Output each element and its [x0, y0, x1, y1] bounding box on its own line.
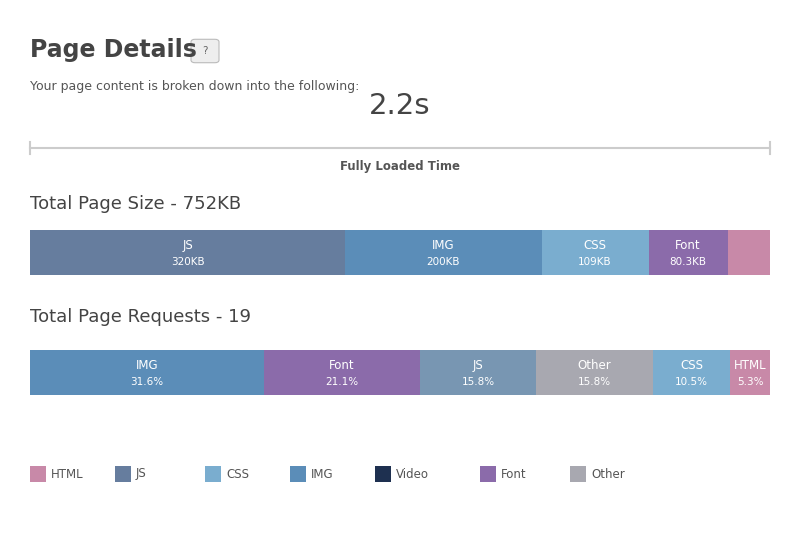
Text: Video: Video [396, 468, 429, 481]
Text: Other: Other [578, 359, 611, 372]
Text: 109KB: 109KB [578, 257, 612, 267]
FancyBboxPatch shape [570, 466, 586, 482]
Text: JS: JS [473, 359, 483, 372]
FancyBboxPatch shape [375, 466, 391, 482]
Text: Total Page Size - 752KB: Total Page Size - 752KB [30, 195, 242, 213]
Text: JS: JS [182, 239, 193, 252]
FancyBboxPatch shape [653, 350, 730, 395]
Text: HTML: HTML [734, 359, 766, 372]
Text: 80.3KB: 80.3KB [670, 257, 706, 267]
FancyBboxPatch shape [345, 230, 542, 275]
Text: 15.8%: 15.8% [462, 377, 494, 387]
Text: 10.5%: 10.5% [675, 377, 708, 387]
FancyBboxPatch shape [649, 230, 728, 275]
Text: Total Page Requests - 19: Total Page Requests - 19 [30, 308, 251, 326]
Text: CSS: CSS [584, 239, 606, 252]
FancyBboxPatch shape [419, 350, 536, 395]
Text: IMG: IMG [136, 359, 158, 372]
Text: Fully Loaded Time: Fully Loaded Time [340, 160, 460, 173]
FancyBboxPatch shape [205, 466, 221, 482]
Text: 2.2s: 2.2s [370, 92, 430, 120]
Text: Font: Font [675, 239, 701, 252]
Text: Page Details: Page Details [30, 38, 197, 62]
FancyBboxPatch shape [730, 350, 770, 395]
FancyBboxPatch shape [480, 466, 496, 482]
FancyBboxPatch shape [542, 230, 649, 275]
FancyBboxPatch shape [115, 466, 131, 482]
Text: IMG: IMG [311, 468, 334, 481]
FancyBboxPatch shape [536, 350, 653, 395]
Text: Other: Other [591, 468, 625, 481]
Text: ?: ? [202, 46, 208, 56]
Text: 21.1%: 21.1% [325, 377, 358, 387]
Text: 31.6%: 31.6% [130, 377, 164, 387]
Text: CSS: CSS [680, 359, 703, 372]
FancyBboxPatch shape [290, 466, 306, 482]
Text: Your page content is broken down into the following:: Your page content is broken down into th… [30, 80, 359, 93]
Text: 5.3%: 5.3% [737, 377, 763, 387]
Text: Font: Font [329, 359, 354, 372]
FancyBboxPatch shape [30, 350, 264, 395]
Text: JS: JS [136, 468, 146, 481]
Text: 15.8%: 15.8% [578, 377, 611, 387]
FancyBboxPatch shape [30, 466, 46, 482]
FancyBboxPatch shape [264, 350, 419, 395]
Text: Font: Font [501, 468, 526, 481]
FancyBboxPatch shape [728, 230, 770, 275]
FancyBboxPatch shape [30, 230, 345, 275]
Text: IMG: IMG [432, 239, 454, 252]
FancyBboxPatch shape [191, 39, 219, 62]
Text: HTML: HTML [51, 468, 84, 481]
Text: 200KB: 200KB [426, 257, 460, 267]
Text: CSS: CSS [226, 468, 249, 481]
Text: 320KB: 320KB [171, 257, 205, 267]
